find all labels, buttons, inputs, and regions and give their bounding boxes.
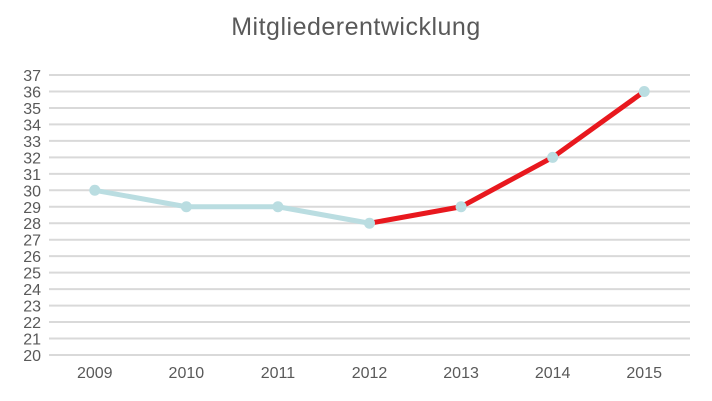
y-tick-label: 23 <box>23 299 41 316</box>
y-tick-label: 37 <box>23 68 41 85</box>
x-tick-label: 2015 <box>626 365 662 382</box>
y-tick-label: 25 <box>23 266 41 283</box>
data-point-marker <box>547 151 559 163</box>
y-tick-label: 27 <box>23 233 41 250</box>
y-tick-label: 35 <box>23 101 41 118</box>
data-point-marker <box>272 201 284 213</box>
y-tick-label: 30 <box>23 183 41 200</box>
data-point-marker <box>364 217 375 229</box>
x-tick-label: 2014 <box>535 365 571 382</box>
data-point-marker <box>455 201 467 213</box>
y-tick-label: 24 <box>23 282 41 299</box>
x-tick-label: 2012 <box>352 365 388 382</box>
y-tick-label: 32 <box>23 150 41 167</box>
y-tick-label: 33 <box>23 134 41 151</box>
x-tick-label: 2011 <box>261 365 296 382</box>
data-point-marker <box>180 201 192 213</box>
y-tick-label: 20 <box>23 348 41 365</box>
y-tick-label: 26 <box>23 249 41 266</box>
y-tick-label: 28 <box>23 216 41 233</box>
y-tick-label: 29 <box>23 200 41 217</box>
chart-title: Mitgliederentwicklung <box>231 13 481 41</box>
series-line-mitglieder-2009-2012 <box>92 187 372 226</box>
y-tick-label: 36 <box>23 84 41 101</box>
series-line-mitglieder-2012-2015 <box>367 88 647 226</box>
y-tick-label: 34 <box>23 117 41 134</box>
y-tick-label: 22 <box>23 315 41 332</box>
x-tick-label: 2013 <box>443 365 479 382</box>
data-point-marker <box>89 184 101 196</box>
data-point-marker <box>638 85 650 97</box>
x-tick-label: 2009 <box>77 365 113 382</box>
x-tick-label: 2010 <box>169 365 205 382</box>
y-tick-label: 21 <box>23 332 41 349</box>
y-tick-label: 31 <box>23 167 41 184</box>
